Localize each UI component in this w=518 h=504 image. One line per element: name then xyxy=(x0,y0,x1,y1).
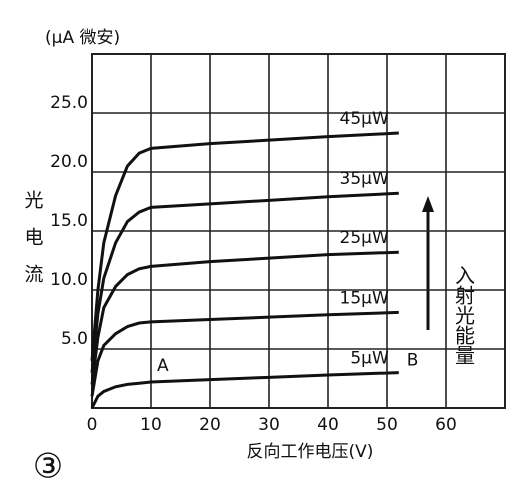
x-tick-label: 30 xyxy=(258,415,280,435)
series-label: 45μW xyxy=(340,109,389,129)
point-label: B xyxy=(407,351,419,371)
x-tick-label: 10 xyxy=(140,415,162,435)
series-label: 5μW xyxy=(350,349,389,369)
series-line xyxy=(90,310,399,397)
x-label: 反向工作电压(V) xyxy=(247,442,374,462)
point-label: A xyxy=(157,356,169,376)
y-unit: (μA 微安) xyxy=(45,28,120,48)
figure-number: ③ xyxy=(33,447,63,487)
y-tick-label: 20.0 xyxy=(50,152,88,172)
y-tick-label: 5.0 xyxy=(61,329,88,349)
series-line xyxy=(90,191,399,373)
x-tick-label: 0 xyxy=(87,415,98,435)
x-tick-label: 20 xyxy=(199,415,221,435)
x-tick-label: 50 xyxy=(376,415,398,435)
series-label: 35μW xyxy=(340,169,389,189)
x-tick-label: 60 xyxy=(435,415,457,435)
arrow-label: 入射光能量 xyxy=(452,265,476,365)
y-tick-label: 25.0 xyxy=(50,93,88,113)
series-line xyxy=(90,371,399,409)
x-tick-label: 40 xyxy=(317,415,339,435)
arrow-head xyxy=(422,196,434,212)
series-label: 25μW xyxy=(340,228,389,248)
series-label: 15μW xyxy=(340,288,389,308)
y-tick-label: 15.0 xyxy=(50,211,88,231)
series-line xyxy=(90,250,399,385)
y-tick-label: 10.0 xyxy=(50,270,88,290)
y-label: 光电流 xyxy=(22,190,44,301)
series-line xyxy=(90,131,399,361)
